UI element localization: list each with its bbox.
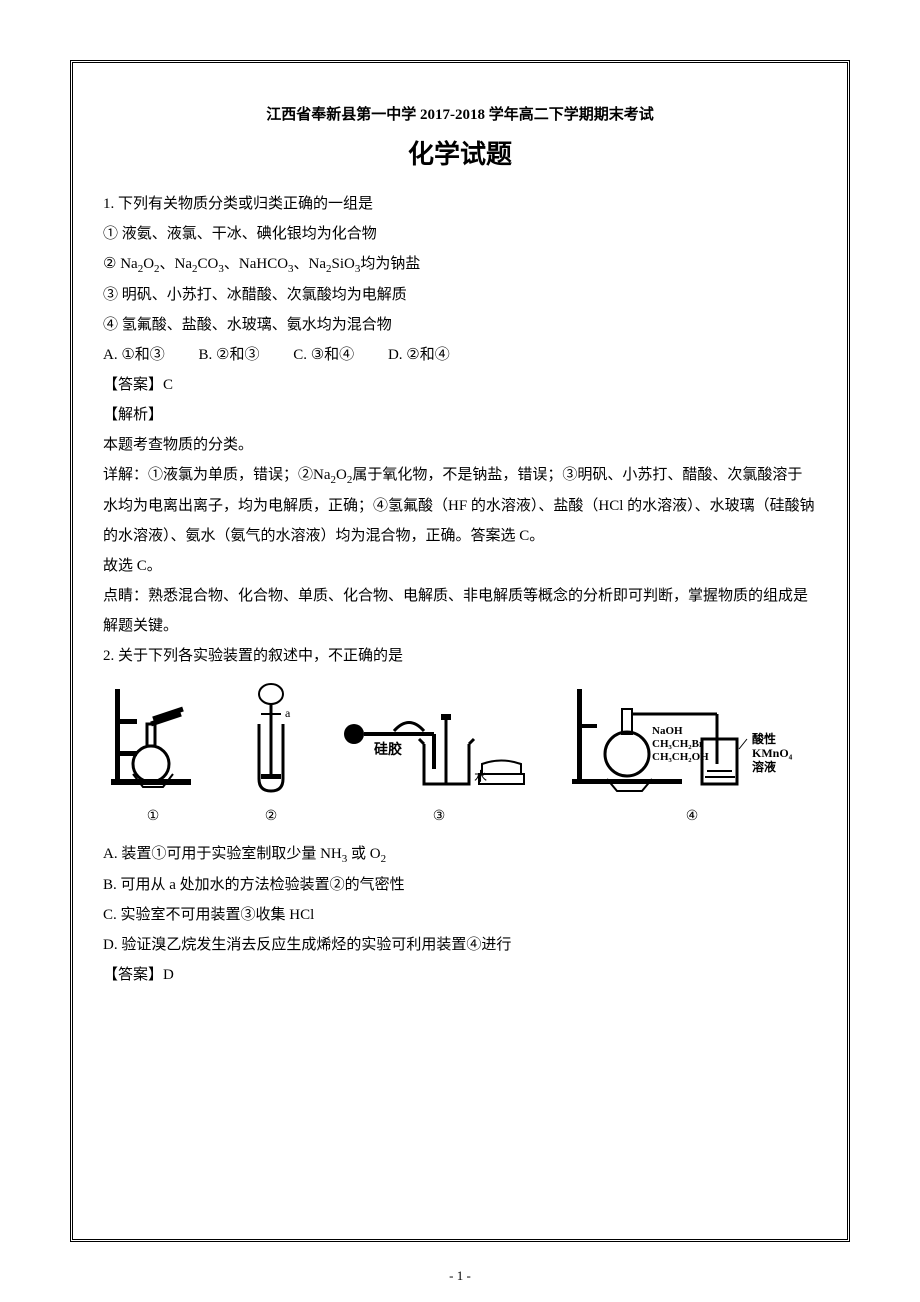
q1-item3: ③ 明矾、小苏打、冰醋酸、次氯酸均为电解质 (103, 280, 817, 310)
svg-text:a: a (285, 706, 291, 720)
svg-text:酸性: 酸性 (752, 731, 776, 746)
q1-explain1: 本题考查物质的分类。 (103, 430, 817, 460)
q1-explain3: 故选 C。 (103, 551, 817, 581)
q2-optB: B. 可用从 a 处加水的方法检验装置②的气密性 (103, 870, 817, 900)
q1-dianqing: 点睛：熟悉混合物、化合物、单质、化合物、电解质、非电解质等概念的分析即可判断，掌… (103, 581, 817, 641)
page-frame: 江西省奉新县第一中学 2017-2018 学年高二下学期期末考试 化学试题 1.… (70, 60, 850, 1242)
q2-answer: 【答案】D (103, 960, 817, 990)
diagram-1-label: ① (147, 803, 160, 831)
q2-optA: A. 装置①可用于实验室制取少量 NH3 或 O2 (103, 839, 817, 870)
svg-text:CH₃CH₂OH: CH₃CH₂OH (652, 751, 709, 763)
svg-text:水: 水 (474, 769, 487, 784)
q1-item2: ② Na2O2、Na2CO3、NaHCO3、Na2SiO3均为钠盐 (103, 249, 817, 280)
content: 1. 下列有关物质分类或归类正确的一组是 ① 液氨、液氯、干冰、碘化银均为化合物… (103, 189, 817, 990)
q2-optD: D. 验证溴乙烷发生消去反应生成烯烃的实验可利用装置④进行 (103, 930, 817, 960)
q1-answer: 【答案】C (103, 370, 817, 400)
q1-optC: C. ③和④ (293, 347, 354, 363)
exam-header: 江西省奉新县第一中学 2017-2018 学年高二下学期期末考试 (103, 103, 817, 124)
q1-stem: 1. 下列有关物质分类或归类正确的一组是 (103, 189, 817, 219)
diagram-1: ① (103, 679, 203, 831)
diagram-4: NaOH CH₃CH₂Br CH₃CH₂OH 酸性 KMnO₄ 溶液 ④ (567, 679, 817, 831)
diagram-row: ① a ② 硅胶 (103, 681, 817, 831)
diagram-2: a ② (231, 679, 311, 831)
q1-optD: D. ②和④ (388, 347, 450, 363)
diagram-4-label: ④ (686, 803, 699, 831)
svg-text:NaOH: NaOH (652, 725, 683, 737)
q1-item4: ④ 氢氟酸、盐酸、水玻璃、氨水均为混合物 (103, 310, 817, 340)
q1-explain-label: 【解析】 (103, 400, 817, 430)
svg-text:CH₃CH₂Br: CH₃CH₂Br (652, 738, 704, 750)
svg-text:溶液: 溶液 (752, 759, 776, 774)
q2-optC: C. 实验室不可用装置③收集 HCl (103, 900, 817, 930)
apparatus-4-icon: NaOH CH₃CH₂Br CH₃CH₂OH 酸性 KMnO₄ 溶液 (567, 679, 817, 799)
page-number: - 1 - (449, 1268, 471, 1284)
q1-options: A. ①和③ B. ②和③ C. ③和④ D. ②和④ (103, 340, 817, 370)
q1-optA: A. ①和③ (103, 347, 165, 363)
svg-text:硅胶: 硅胶 (374, 741, 402, 758)
diagram-3: 硅胶 水 ③ (339, 689, 539, 831)
diagram-3-label: ③ (433, 803, 446, 831)
apparatus-2-icon: a (231, 679, 311, 799)
q2-stem: 2. 关于下列各实验装置的叙述中，不正确的是 (103, 641, 817, 671)
exam-title: 化学试题 (103, 134, 817, 171)
q1-item1: ① 液氨、液氯、干冰、碘化银均为化合物 (103, 219, 817, 249)
svg-text:KMnO₄: KMnO₄ (752, 746, 793, 760)
q1-optB: B. ②和③ (199, 347, 260, 363)
apparatus-1-icon (103, 679, 203, 799)
q1-explain2: 详解：①液氯为单质，错误；②Na2O2属于氧化物，不是钠盐，错误；③明矾、小苏打… (103, 460, 817, 551)
apparatus-3-icon: 硅胶 水 (339, 689, 539, 799)
diagram-2-label: ② (265, 803, 278, 831)
